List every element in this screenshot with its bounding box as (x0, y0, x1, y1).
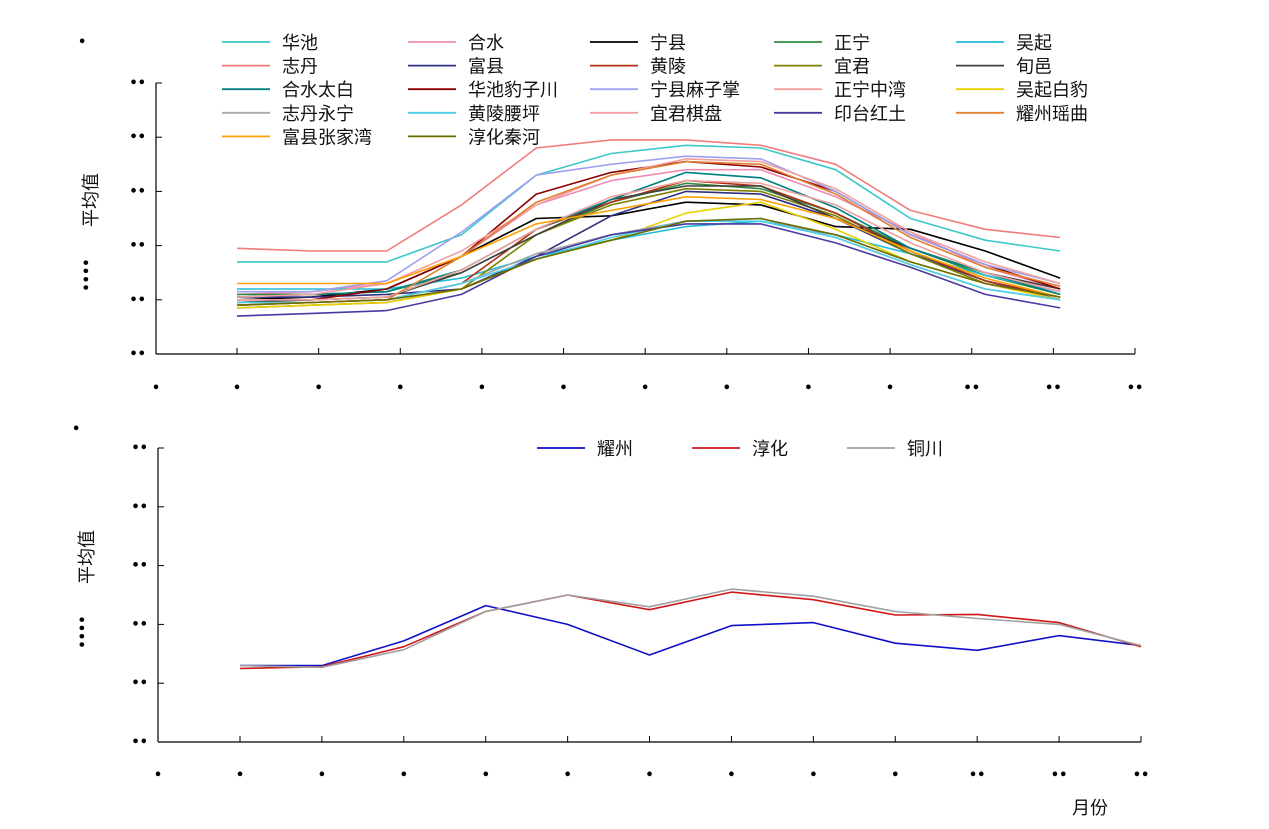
p1-x-tick-label: • (233, 381, 241, 396)
p2-y-tick-label: •• (131, 559, 148, 574)
p1-legend-label: 宁县麻子掌 (650, 80, 740, 101)
p1-legend-label: 宜君棋盘 (650, 104, 722, 125)
p1-legend-label: 富县张家湾 (282, 127, 372, 148)
p2-legend-label: 铜川 (907, 439, 943, 460)
p1-series-line (236, 223, 1061, 317)
p2-x-tick-label: • (236, 768, 244, 783)
p1-x-tick-label: •• (1127, 381, 1144, 396)
p1-legend-label: 合水太白 (282, 80, 354, 101)
p1-series-line (237, 196, 1061, 298)
p1-series-line (237, 155, 1061, 293)
p1-y-tick-label: •• (129, 293, 146, 308)
p1-series-line (236, 217, 1061, 306)
p2-x-tick-label: • (318, 768, 326, 783)
p2-legend-label: 淳化 (752, 439, 788, 460)
p1-x-tick-label: • (559, 381, 567, 396)
p1-legend-label: 宜君 (834, 57, 870, 78)
p1-y-tick-label: •• (129, 347, 146, 362)
p1-legend-label: 吴起 (1016, 33, 1052, 54)
p2-y-axis-label-prefix: •••• (76, 615, 91, 648)
p2-y-tick-label: •• (131, 676, 148, 691)
p1-corner-mark: • (78, 35, 86, 50)
p2-x-tick-label: • (563, 768, 571, 783)
p1-x-tick-label: •• (963, 381, 980, 396)
p1-x-tick-label: • (641, 381, 649, 396)
p1-series-line (236, 171, 1061, 298)
p1-series-line (237, 182, 1061, 296)
p1-x-tick-label: • (886, 381, 894, 396)
p1-series-line (236, 158, 1061, 298)
p2-legend-label: 耀州 (597, 439, 633, 460)
p1-series-line (237, 144, 1061, 263)
p1-legend-label: 印台红土 (834, 104, 906, 125)
p2-y-tick-label: •• (131, 617, 148, 632)
p1-legend-label: 黄陵 (650, 57, 686, 78)
p1-legend-label: 黄陵腰坪 (468, 104, 540, 125)
p1-legend-label: 志丹永宁 (282, 104, 354, 125)
p1-y-axis-label-prefix: •••• (80, 258, 95, 291)
p2-x-tick-label: • (400, 768, 408, 783)
p1-x-tick-label: •• (1045, 381, 1062, 396)
p1-legend-label: 吴起白豹 (1016, 80, 1088, 101)
p1-legend-label: 正宁 (834, 33, 870, 54)
p1-legend-label: 富县 (468, 57, 504, 78)
p1-legend-label: 华池豹子川 (468, 80, 558, 101)
p1-legend-label: 耀州瑶曲 (1016, 104, 1088, 125)
p1-series-line (237, 220, 1061, 293)
p1-legend-label: 华池 (282, 33, 318, 54)
p1-legend-label: 宁县 (650, 33, 686, 54)
p1-legend-label: 旬邑 (1016, 57, 1052, 78)
p1-y-tick-label: •• (129, 184, 146, 199)
p1-y-tick-label: •• (129, 239, 146, 254)
p2-corner-mark: • (72, 422, 80, 437)
p1-x-tick-label: • (152, 381, 160, 396)
p2-x-tick-label: •• (1051, 768, 1068, 783)
p1-x-tick-label: • (314, 381, 322, 396)
p2-x-tick-label: •• (1133, 768, 1150, 783)
p2-x-tick-label: • (154, 768, 162, 783)
p2-y-axis-label: 平均值 (77, 530, 98, 584)
p2-y-tick-label: •• (131, 500, 148, 515)
p2-series-line (239, 591, 1142, 670)
p1-legend-label: 志丹 (282, 57, 318, 78)
p1-series-line (236, 139, 1061, 252)
p1-y-tick-label: •• (129, 76, 146, 91)
p1-y-axis-label: 平均值 (81, 173, 102, 227)
p2-y-tick-label: •• (131, 441, 148, 456)
p1-x-tick-label: • (804, 381, 812, 396)
p2-series-line (240, 604, 1142, 667)
p2-x-tick-label: • (727, 768, 735, 783)
p2-x-axis-label: 月份 (1072, 798, 1108, 819)
p1-series-line (237, 179, 1061, 301)
p2-x-tick-label: • (891, 768, 899, 783)
p1-legend-label: 正宁中湾 (834, 80, 906, 101)
p1-y-tick-label: •• (129, 130, 146, 145)
p1-legend-label: 淳化秦河 (468, 127, 540, 148)
p1-legend-label: 合水 (468, 33, 504, 54)
p2-x-tick-label: •• (969, 768, 986, 783)
p1-x-tick-label: • (478, 381, 486, 396)
p1-x-tick-label: • (396, 381, 404, 396)
p2-y-tick-label: •• (131, 735, 148, 750)
p2-x-tick-label: • (645, 768, 653, 783)
p2-x-tick-label: • (809, 768, 817, 783)
p2-x-tick-label: • (482, 768, 490, 783)
p2-series-line (239, 588, 1142, 669)
p1-x-tick-label: • (723, 381, 731, 396)
